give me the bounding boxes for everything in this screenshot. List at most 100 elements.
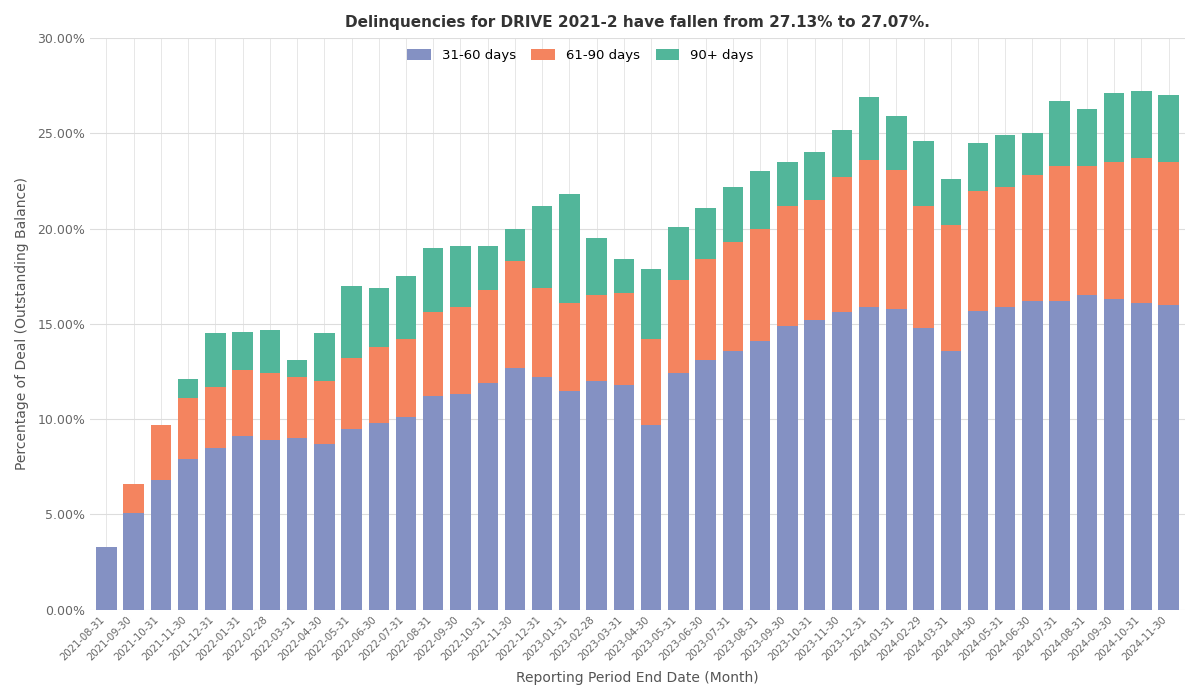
Bar [995,135,1015,187]
Bar [1158,305,1178,610]
Bar [151,425,172,480]
Bar [205,333,226,387]
Bar [1158,95,1178,162]
Bar [722,242,743,351]
Bar [287,360,307,377]
Bar [1050,101,1070,166]
Bar [205,448,226,610]
Bar [478,383,498,610]
Bar [478,290,498,383]
Bar [559,303,580,391]
Bar [750,172,770,229]
Bar [424,312,444,396]
Bar [1132,303,1152,610]
Bar [778,162,798,206]
Bar [967,311,989,610]
Legend: 31-60 days, 61-90 days, 90+ days: 31-60 days, 61-90 days, 90+ days [403,45,757,66]
Bar [96,547,116,610]
Bar [559,391,580,610]
Bar [178,459,198,610]
Bar [750,229,770,341]
Bar [259,374,280,440]
Bar [995,307,1015,610]
Bar [532,206,552,288]
Bar [1104,93,1124,162]
Bar [613,293,634,385]
Bar [178,379,198,398]
Bar [1104,299,1124,610]
Bar [396,417,416,610]
Bar [1076,295,1097,610]
Bar [587,295,607,381]
Bar [941,225,961,351]
Bar [424,248,444,312]
Bar [778,326,798,610]
Bar [913,206,934,328]
Bar [1132,158,1152,303]
Bar [750,341,770,610]
Bar [505,368,526,610]
Bar [424,396,444,610]
Bar [233,332,253,370]
Bar [641,269,661,340]
Bar [859,97,880,160]
Bar [1050,166,1070,301]
Bar [1022,175,1043,301]
Bar [287,377,307,438]
Bar [967,143,989,190]
Bar [913,328,934,610]
Bar [368,346,389,423]
Y-axis label: Percentage of Deal (Outstanding Balance): Percentage of Deal (Outstanding Balance) [14,177,29,470]
Bar [804,320,824,610]
Bar [478,246,498,290]
Bar [314,444,335,610]
Bar [995,187,1015,307]
Bar [396,276,416,340]
Bar [314,333,335,381]
Bar [341,286,361,358]
Bar [886,309,906,610]
Bar [832,312,852,610]
Bar [505,261,526,368]
Bar [696,259,716,360]
Bar [722,187,743,242]
Bar [505,229,526,261]
Bar [314,381,335,444]
Bar [641,425,661,610]
Bar [668,227,689,280]
Bar [1158,162,1178,305]
Bar [1050,301,1070,610]
Bar [668,280,689,374]
Bar [1076,108,1097,166]
Bar [696,360,716,610]
Bar [559,195,580,303]
Bar [124,512,144,610]
Bar [886,169,906,309]
Bar [832,130,852,177]
Bar [913,141,934,206]
Bar [1022,301,1043,610]
Bar [613,259,634,293]
Bar [450,394,470,610]
Bar [205,387,226,448]
Bar [450,307,470,394]
Bar [368,423,389,610]
Bar [941,179,961,225]
Title: Delinquencies for DRIVE 2021-2 have fallen from 27.13% to 27.07%.: Delinquencies for DRIVE 2021-2 have fall… [346,15,930,30]
Bar [341,428,361,610]
Bar [124,484,144,512]
Bar [151,480,172,610]
Bar [668,374,689,610]
Bar [804,153,824,200]
Bar [368,288,389,346]
Bar [450,246,470,307]
Bar [1076,166,1097,295]
Bar [532,288,552,377]
Bar [341,358,361,428]
Bar [696,208,716,259]
X-axis label: Reporting Period End Date (Month): Reporting Period End Date (Month) [516,671,758,685]
Bar [778,206,798,326]
Bar [233,436,253,610]
Bar [396,340,416,417]
Bar [532,377,552,610]
